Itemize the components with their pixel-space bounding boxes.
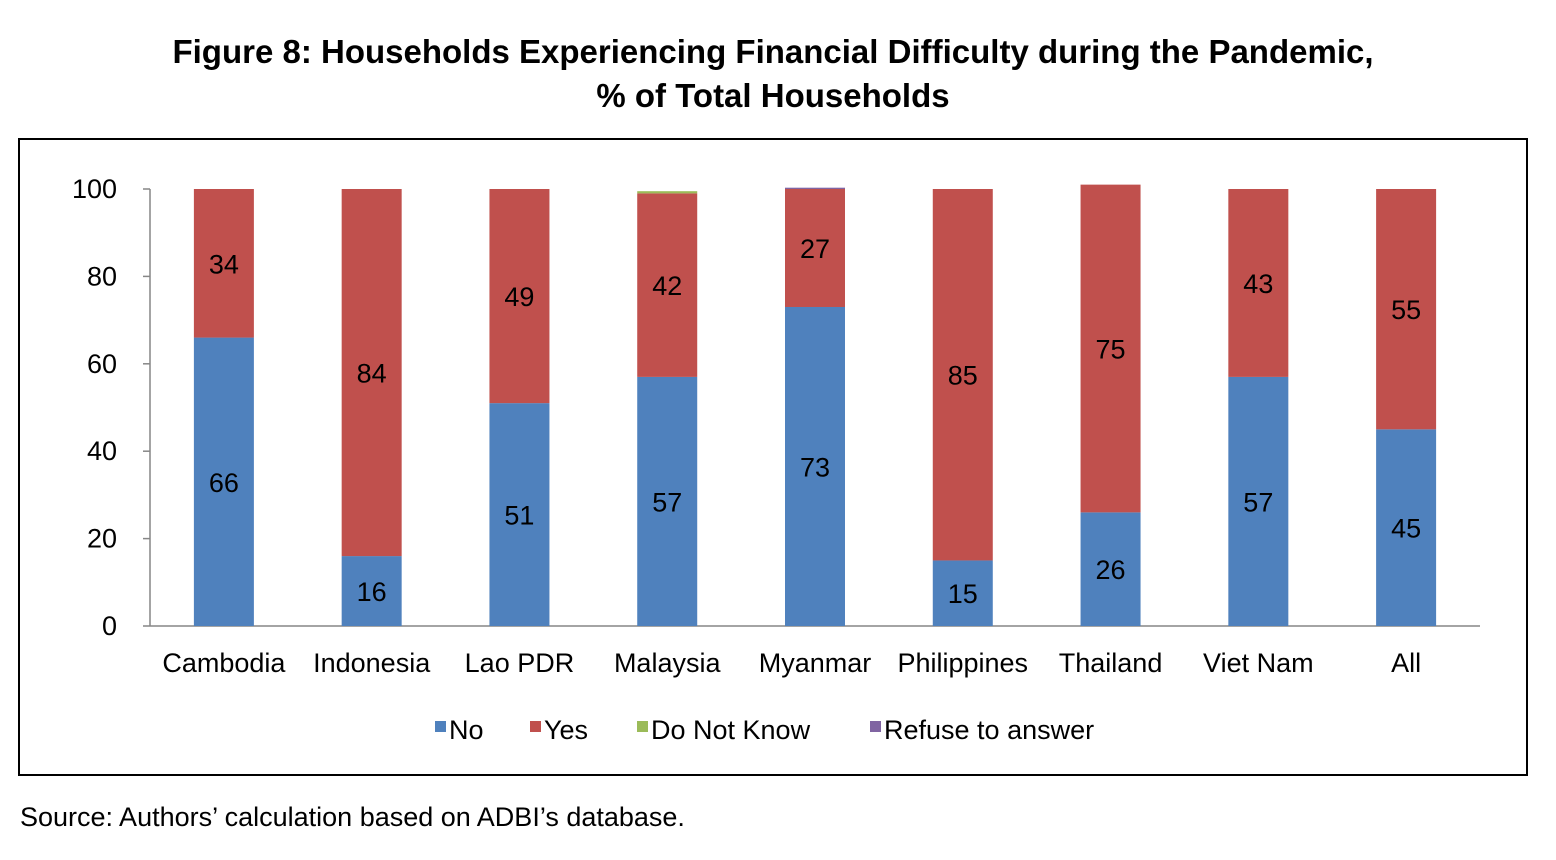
data-label: 42 xyxy=(652,271,682,301)
x-tick-label: All xyxy=(1391,648,1421,678)
stacked-bar-chart: 0 20 40 60 80 100 66 34 Cambodia 16 84 Indonesia 51 4… xyxy=(72,174,1480,745)
data-label: 57 xyxy=(652,487,682,517)
legend-swatch xyxy=(435,721,446,732)
bar-no xyxy=(1376,429,1437,626)
data-label: 75 xyxy=(1096,335,1126,365)
data-label: 49 xyxy=(504,282,534,312)
y-tick-label: 0 xyxy=(102,611,117,641)
bar-do-not-know xyxy=(637,191,698,194)
bar-no xyxy=(785,306,845,626)
y-tick-label: 60 xyxy=(87,349,117,379)
legend-swatch xyxy=(530,721,541,732)
bar-yes xyxy=(932,189,993,561)
bar-yes xyxy=(1376,189,1437,430)
x-tick-label: Lao PDR xyxy=(465,648,575,678)
x-tick-label: Viet Nam xyxy=(1203,648,1314,678)
x-tick-label: Thailand xyxy=(1059,648,1163,678)
bar-no xyxy=(1228,376,1289,626)
data-label: 34 xyxy=(209,249,239,279)
bar-no xyxy=(637,376,698,626)
data-label: 27 xyxy=(800,234,830,264)
chart-title: Figure 8: Households Experiencing Financ… xyxy=(0,30,1546,118)
chart-title-line-2: % of Total Households xyxy=(596,77,950,114)
data-label: 85 xyxy=(948,361,978,391)
bar-no xyxy=(489,403,550,626)
bar-yes xyxy=(193,189,254,338)
source-note: Source: Authors’ calculation based on AD… xyxy=(20,802,685,832)
legend-label: Refuse to answer xyxy=(884,715,1094,745)
data-label: 55 xyxy=(1391,295,1421,325)
bar-no xyxy=(193,337,254,626)
legend-swatch xyxy=(870,721,881,732)
x-tick-label: Myanmar xyxy=(759,648,872,678)
bar-refuse-to-answer xyxy=(785,187,845,189)
data-label: 73 xyxy=(800,452,830,482)
chart-title-line-1: Figure 8: Households Experiencing Financ… xyxy=(172,33,1374,70)
legend-label: No xyxy=(449,715,484,745)
bar-no xyxy=(932,560,993,626)
x-tick-label: Malaysia xyxy=(614,648,722,678)
bar-no xyxy=(1080,512,1141,626)
bar-yes xyxy=(637,193,698,377)
y-tick-label: 100 xyxy=(72,174,117,204)
y-tick-label: 20 xyxy=(87,524,117,554)
data-label: 66 xyxy=(209,468,239,498)
data-label: 16 xyxy=(357,577,387,607)
bar-yes xyxy=(341,189,402,557)
legend-swatch xyxy=(637,721,648,732)
data-label: 15 xyxy=(948,579,978,609)
bar-yes xyxy=(489,189,550,404)
legend-label: Do Not Know xyxy=(651,715,811,745)
bar-yes xyxy=(1228,189,1289,377)
y-tick-label: 40 xyxy=(87,436,117,466)
bar-yes xyxy=(1080,184,1141,513)
data-label: 51 xyxy=(504,501,534,531)
bar-yes xyxy=(785,189,845,307)
bar-no xyxy=(341,556,402,626)
data-label: 45 xyxy=(1391,514,1421,544)
data-label: 43 xyxy=(1243,269,1273,299)
x-tick-label: Cambodia xyxy=(162,648,286,678)
x-tick-label: Philippines xyxy=(897,648,1028,678)
chart-frame: 0 20 40 60 80 100 66 34 Cambodia 16 84 Indonesia 51 4… xyxy=(18,138,1528,776)
y-tick-label: 80 xyxy=(87,261,117,291)
data-label: 26 xyxy=(1096,555,1126,585)
x-tick-label: Indonesia xyxy=(313,648,431,678)
data-label: 84 xyxy=(357,359,387,389)
data-label: 57 xyxy=(1243,487,1273,517)
legend-label: Yes xyxy=(544,715,588,745)
